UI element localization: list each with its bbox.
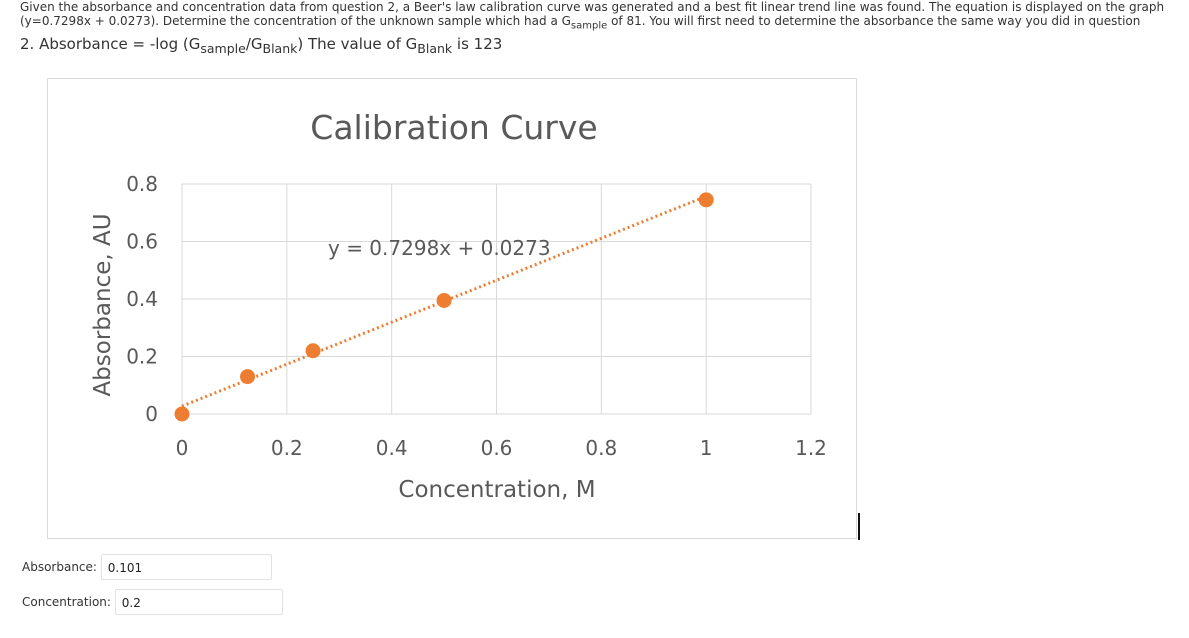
y-tick-label: 0 bbox=[145, 402, 158, 426]
question-line-3-post: is 123 bbox=[452, 35, 503, 54]
question-line-1-text: Given the absorbance and concentration d… bbox=[20, 0, 1165, 14]
data-point bbox=[698, 192, 714, 208]
question-line-2: (y=0.7298x + 0.0273). Determine the conc… bbox=[20, 14, 1180, 33]
x-tick-label: 0.6 bbox=[481, 436, 513, 460]
absorbance-label: Absorbance: bbox=[22, 560, 97, 574]
question-line-3-pre: 2. Absorbance = -log (G bbox=[20, 35, 201, 54]
data-point bbox=[240, 369, 256, 385]
concentration-answer-row: Concentration: 0.2 bbox=[22, 589, 283, 615]
x-tick-label: 0.8 bbox=[585, 436, 617, 460]
y-tick-label: 0.8 bbox=[126, 172, 158, 196]
question-line-3-sub3: Blank bbox=[417, 41, 453, 57]
calibration-chart: 0 0.2 0.4 0.6 0.8 1 1.2 0 0.2 0.4 0.6 0.8 Calibratio… bbox=[47, 78, 857, 539]
trendline-equation: y = 0.7298x + 0.0273 bbox=[328, 236, 551, 260]
question-line-3-mid: /G bbox=[245, 35, 263, 54]
question-line-3: 2. Absorbance = -log (Gsample/GBlank) Th… bbox=[20, 33, 1180, 60]
question-text: Given the absorbance and concentration d… bbox=[20, 0, 1180, 60]
data-point bbox=[174, 406, 190, 422]
y-axis-label: Absorbance, AU bbox=[90, 213, 116, 396]
question-line-3-sub1: sample bbox=[200, 41, 246, 57]
y-tick-label: 0.4 bbox=[126, 287, 158, 311]
x-tick-label: 0.4 bbox=[376, 436, 408, 460]
y-tick-label: 0.2 bbox=[126, 345, 158, 369]
chart-svg: 0 0.2 0.4 0.6 0.8 1 1.2 0 0.2 0.4 0.6 0.8 Calibratio… bbox=[90, 108, 827, 503]
x-tick-label: 1 bbox=[700, 436, 713, 460]
x-tick-label: 0.2 bbox=[271, 436, 303, 460]
concentration-input[interactable]: 0.2 bbox=[114, 589, 283, 615]
question-line-2-post: of 81. You will first need to determine … bbox=[607, 14, 1141, 28]
x-tick-label: 0 bbox=[176, 436, 189, 460]
absorbance-input[interactable]: 0.101 bbox=[100, 554, 272, 580]
question-line-3-mid2: ) The value of G bbox=[297, 35, 418, 54]
x-tick-label: 1.2 bbox=[795, 436, 827, 460]
question-line-2-sub: sample bbox=[570, 20, 608, 32]
question-line-3-sub2: Blank bbox=[262, 41, 298, 57]
x-axis-label: Concentration, M bbox=[398, 477, 595, 503]
question-line-1: Given the absorbance and concentration d… bbox=[20, 0, 1180, 14]
data-point bbox=[305, 343, 321, 359]
trendline bbox=[181, 194, 707, 408]
chart-title: Calibration Curve bbox=[310, 108, 597, 147]
question-line-2-pre: (y=0.7298x + 0.0273). Determine the conc… bbox=[20, 14, 571, 28]
data-point bbox=[436, 292, 452, 308]
concentration-label: Concentration: bbox=[22, 595, 111, 609]
absorbance-answer-row: Absorbance: 0.101 bbox=[22, 554, 272, 580]
text-cursor bbox=[858, 513, 860, 540]
y-tick-label: 0.6 bbox=[126, 230, 158, 254]
